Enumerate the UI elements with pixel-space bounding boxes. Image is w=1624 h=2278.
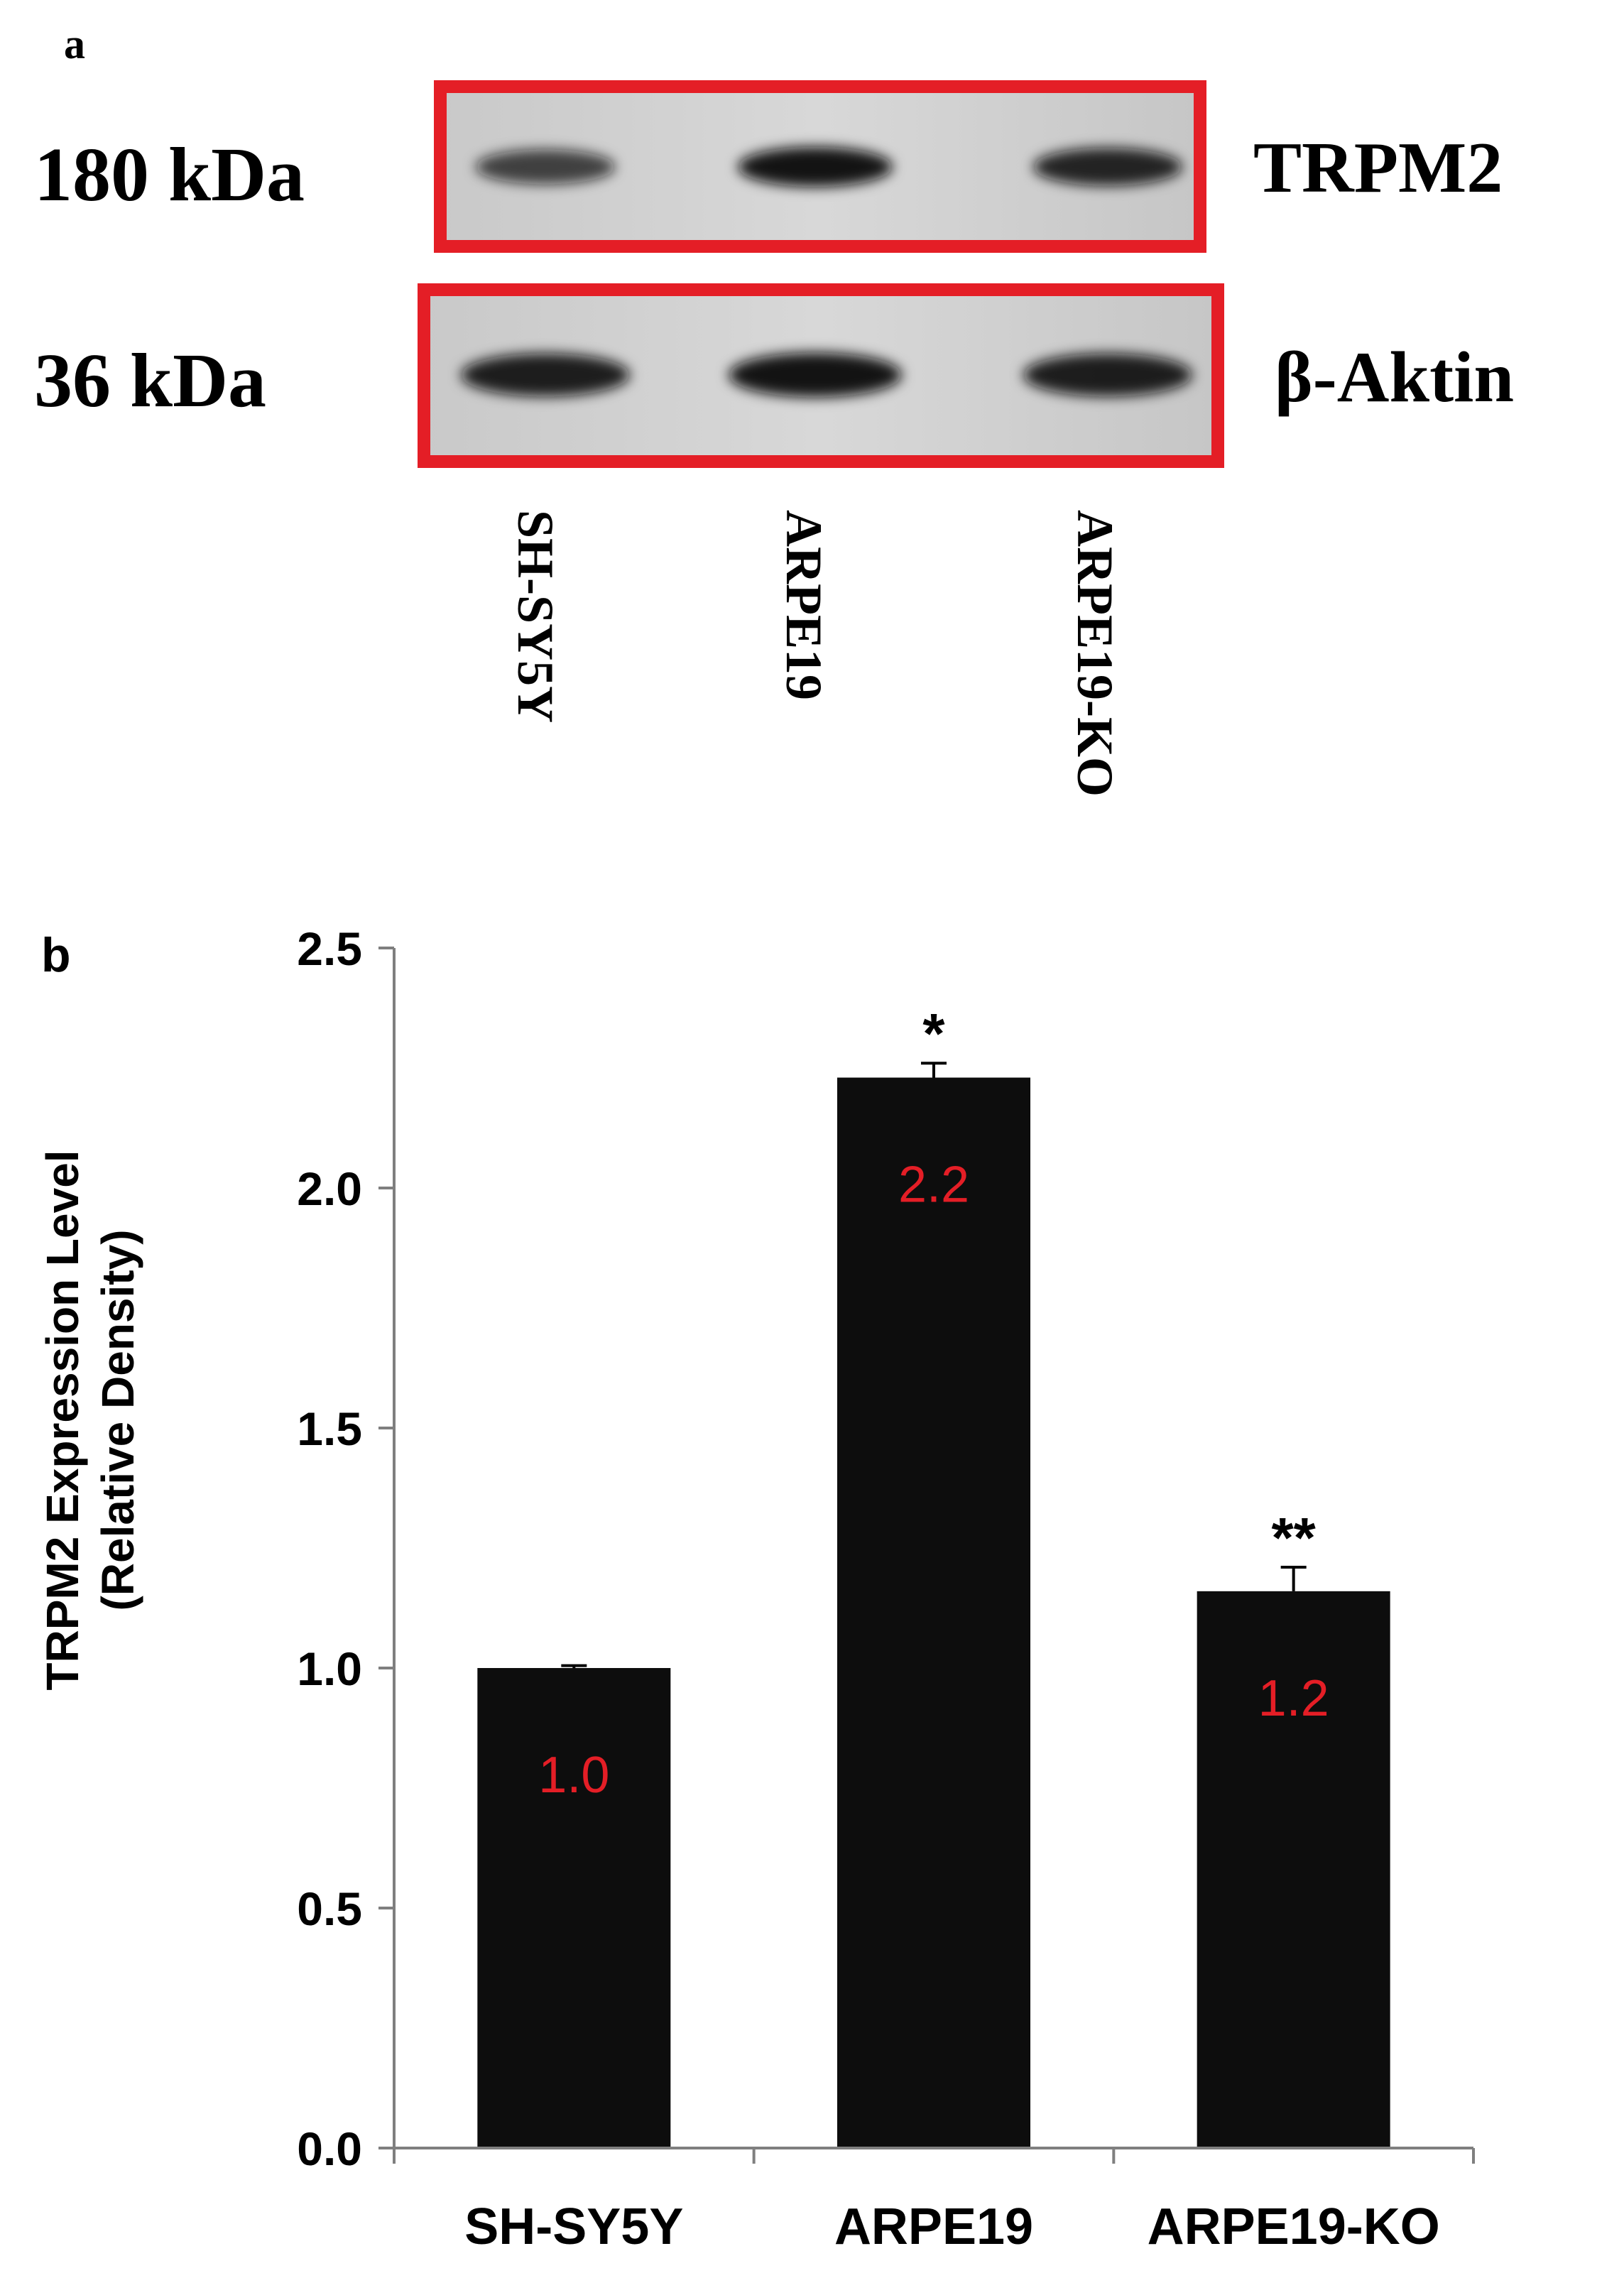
panel-b-label: b — [41, 928, 71, 982]
panel-a-label: a — [64, 21, 85, 67]
bar-data-label: 1.0 — [538, 1747, 609, 1804]
significance-marker: * — [922, 1002, 945, 1065]
lane-label-1: SH-SY5Y — [507, 510, 564, 723]
row2-highlight-box — [418, 283, 1224, 468]
y-tick-label: 0.5 — [297, 1882, 362, 1935]
bar-arpe19-ko — [1197, 1591, 1390, 2148]
bar-arpe19 — [837, 1077, 1030, 2148]
significance-marker: ** — [1272, 1506, 1317, 1569]
y-axis-title: TRPM2 Expression Level (Relative Density… — [37, 1150, 143, 1690]
row2-weight-label: 36 kDa — [34, 339, 266, 423]
lane-label-2: ARPE19 — [775, 510, 832, 700]
x-tick-label: SH-SY5Y — [464, 2198, 683, 2255]
y-tick-label: 0.0 — [297, 2122, 362, 2175]
bar-data-label: 1.2 — [1258, 1670, 1329, 1727]
x-tick-label: ARPE19 — [834, 2198, 1033, 2255]
bar-sh-sy5y — [477, 1668, 671, 2148]
row1-protein-name: TRPM2 — [1253, 128, 1503, 208]
blot-band-row1-lane3 — [1033, 148, 1182, 186]
row1-highlight-box — [434, 80, 1206, 253]
y-axis-ticks: 0.0 0.5 1.0 1.5 2.0 2.5 — [297, 922, 394, 2175]
blot-band-row2-lane1 — [461, 353, 630, 397]
blot-band-row1-lane1 — [475, 149, 616, 185]
row1-weight-label: 180 kDa — [34, 133, 305, 217]
y-tick-label: 2.5 — [297, 922, 362, 975]
row1-bands — [475, 146, 1182, 187]
lane-label-3: ARPE19-KO — [1067, 510, 1123, 797]
x-axis-ticks: SH-SY5Y ARPE19 ARPE19-KO — [393, 2148, 1475, 2255]
row2-bands — [461, 352, 1192, 398]
blot-band-row1-lane2 — [738, 146, 893, 187]
row2-protein-name: β-Aktin — [1275, 337, 1514, 418]
bar-data-label: 2.2 — [898, 1157, 969, 1214]
x-tick-label: ARPE19-KO — [1148, 2198, 1440, 2255]
blot-band-row2-lane3 — [1023, 353, 1192, 397]
y-tick-label: 2.0 — [297, 1162, 362, 1215]
y-tick-label: 1.5 — [297, 1402, 362, 1455]
y-tick-label: 1.0 — [297, 1642, 362, 1695]
y-axis-title-line1: TRPM2 Expression Level — [37, 1150, 88, 1690]
bars: 1.0 * 2.2 ** 1.2 — [477, 1002, 1390, 2148]
blot-band-row2-lane2 — [729, 352, 902, 398]
y-axis-title-line2: (Relative Density) — [92, 1229, 143, 1611]
